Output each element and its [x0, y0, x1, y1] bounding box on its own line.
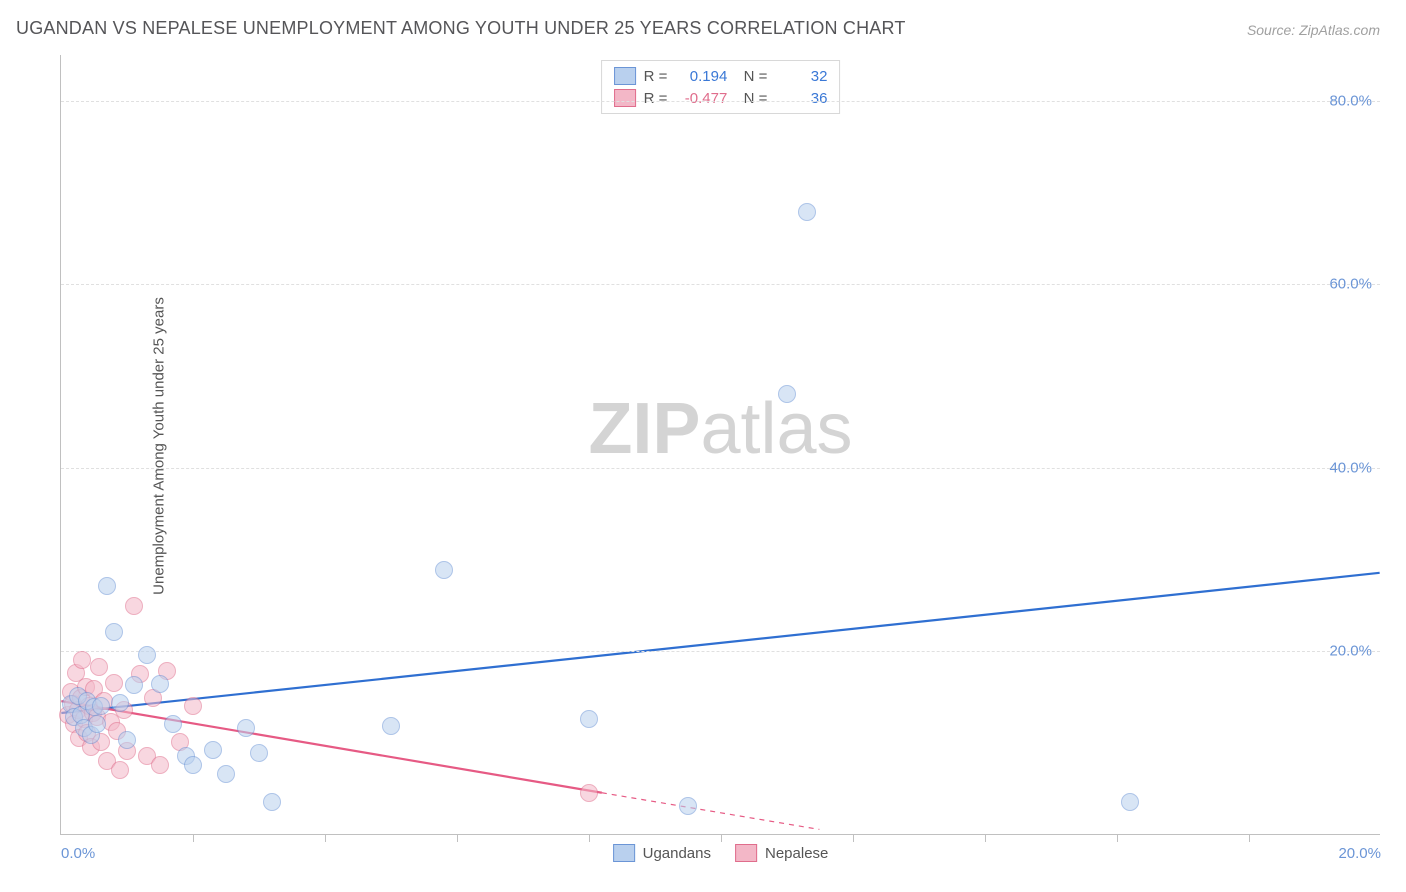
legend-row-ugandans: R = 0.194 N = 32 [614, 65, 828, 87]
y-tick-label: 60.0% [1329, 276, 1372, 293]
y-tick-label: 80.0% [1329, 92, 1372, 109]
point-ugandans [382, 717, 400, 735]
point-ugandans [263, 793, 281, 811]
y-tick-label: 20.0% [1329, 643, 1372, 660]
point-ugandans [679, 797, 697, 815]
swatch-ugandans [614, 67, 636, 85]
x-tick [853, 834, 854, 842]
point-ugandans [435, 561, 453, 579]
swatch-nepalese-bottom [735, 844, 757, 862]
point-ugandans [151, 675, 169, 693]
gridline [61, 101, 1380, 102]
swatch-ugandans-bottom [613, 844, 635, 862]
x-tick [1249, 834, 1250, 842]
point-ugandans [105, 623, 123, 641]
legend-correlation: R = 0.194 N = 32 R = -0.477 N = 36 [601, 60, 841, 114]
point-nepalese [184, 697, 202, 715]
watermark: ZIPatlas [588, 388, 852, 470]
chart-title: UGANDAN VS NEPALESE UNEMPLOYMENT AMONG Y… [16, 18, 906, 39]
gridline [61, 651, 1380, 652]
point-ugandans [138, 646, 156, 664]
point-nepalese [580, 784, 598, 802]
source-label: Source: ZipAtlas.com [1247, 22, 1380, 38]
point-ugandans [98, 577, 116, 595]
x-tick [193, 834, 194, 842]
x-tick [457, 834, 458, 842]
legend-row-nepalese: R = -0.477 N = 36 [614, 87, 828, 109]
y-tick-label: 40.0% [1329, 459, 1372, 476]
chart-container: UGANDAN VS NEPALESE UNEMPLOYMENT AMONG Y… [0, 0, 1406, 892]
point-nepalese [105, 674, 123, 692]
point-ugandans [204, 741, 222, 759]
trend-lines [61, 55, 1380, 834]
point-ugandans [250, 744, 268, 762]
x-tick [721, 834, 722, 842]
point-ugandans [798, 203, 816, 221]
swatch-nepalese [614, 89, 636, 107]
point-ugandans [111, 694, 129, 712]
point-ugandans [237, 719, 255, 737]
x-tick [1117, 834, 1118, 842]
gridline [61, 284, 1380, 285]
point-ugandans [88, 715, 106, 733]
x-tick [325, 834, 326, 842]
point-ugandans [778, 385, 796, 403]
point-ugandans [92, 697, 110, 715]
point-nepalese [111, 761, 129, 779]
legend-item-nepalese: Nepalese [735, 844, 828, 862]
point-ugandans [1121, 793, 1139, 811]
legend-label-ugandans: Ugandans [643, 845, 711, 862]
x-tick-label: 20.0% [1338, 845, 1381, 862]
gridline [61, 468, 1380, 469]
point-ugandans [164, 715, 182, 733]
point-ugandans [118, 731, 136, 749]
r-value-ugandans: 0.194 [675, 68, 727, 85]
point-ugandans [184, 756, 202, 774]
point-nepalese [151, 756, 169, 774]
point-ugandans [125, 676, 143, 694]
legend-item-ugandans: Ugandans [613, 844, 711, 862]
legend-label-nepalese: Nepalese [765, 845, 828, 862]
point-ugandans [580, 710, 598, 728]
point-nepalese [73, 651, 91, 669]
x-tick-label: 0.0% [61, 845, 95, 862]
n-value-nepalese: 36 [775, 90, 827, 107]
point-nepalese [125, 597, 143, 615]
point-nepalese [90, 658, 108, 676]
r-value-nepalese: -0.477 [675, 90, 727, 107]
plot-area: ZIPatlas R = 0.194 N = 32 R = -0.477 N =… [60, 55, 1380, 835]
legend-series: Ugandans Nepalese [613, 844, 829, 862]
n-value-ugandans: 32 [775, 68, 827, 85]
x-tick [985, 834, 986, 842]
x-tick [589, 834, 590, 842]
point-ugandans [217, 765, 235, 783]
